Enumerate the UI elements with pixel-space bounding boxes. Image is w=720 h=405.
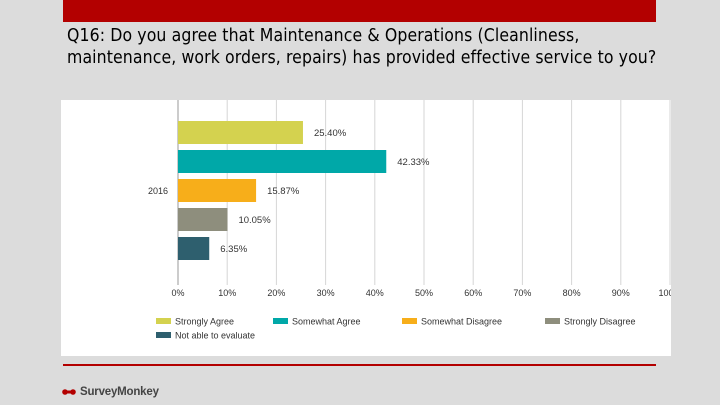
data-label: 42.33%	[397, 157, 430, 168]
legend-swatch	[402, 318, 417, 324]
bottom-accent-line	[63, 364, 656, 366]
logo-text: SurveyMonkey	[80, 386, 159, 398]
x-tick-label: 30%	[317, 288, 335, 298]
bar	[178, 150, 387, 173]
slide-title: Q16: Do you agree that Maintenance & Ope…	[67, 26, 657, 68]
x-tick-label: 40%	[366, 288, 384, 298]
x-tick-label: 100%	[658, 288, 671, 298]
legend-swatch	[273, 318, 288, 324]
legend-label: Somewhat Disagree	[421, 317, 502, 327]
legend-label: Strongly Disagree	[564, 317, 636, 327]
legend-label: Somewhat Agree	[292, 317, 361, 327]
monkey-logo-icon	[62, 389, 76, 395]
x-tick-label: 90%	[612, 288, 630, 298]
data-label: 6.35%	[220, 244, 247, 255]
bar	[178, 208, 228, 231]
bar-chart: 0% 10% 20% 30% 40% 50% 60% 70% 80% 90% 100% 25.40% 4…	[148, 100, 671, 341]
bar	[178, 121, 303, 144]
category-label: 2016	[148, 186, 168, 196]
legend-swatch	[156, 318, 171, 324]
legend-swatch	[156, 332, 171, 338]
x-tick-label: 10%	[218, 288, 236, 298]
bar	[178, 237, 210, 260]
bar	[178, 179, 257, 202]
legend-label: Not able to evaluate	[175, 331, 255, 341]
data-label: 15.87%	[267, 186, 300, 197]
x-tick-label: 20%	[267, 288, 285, 298]
x-tick-label: 80%	[563, 288, 581, 298]
data-label: 10.05%	[238, 215, 271, 226]
x-tick-label: 60%	[464, 288, 482, 298]
x-tick-label: 0%	[171, 288, 184, 298]
x-tick-label: 70%	[513, 288, 531, 298]
surveymonkey-logo: SurveyMonkey	[62, 384, 159, 400]
legend-label: Strongly Agree	[175, 317, 234, 327]
x-tick-label: 50%	[415, 288, 433, 298]
data-label: 25.40%	[314, 128, 347, 139]
chart-panel: 0% 10% 20% 30% 40% 50% 60% 70% 80% 90% 100% 25.40% 4…	[61, 100, 671, 356]
legend-swatch	[545, 318, 560, 324]
top-accent-bar	[63, 0, 656, 22]
